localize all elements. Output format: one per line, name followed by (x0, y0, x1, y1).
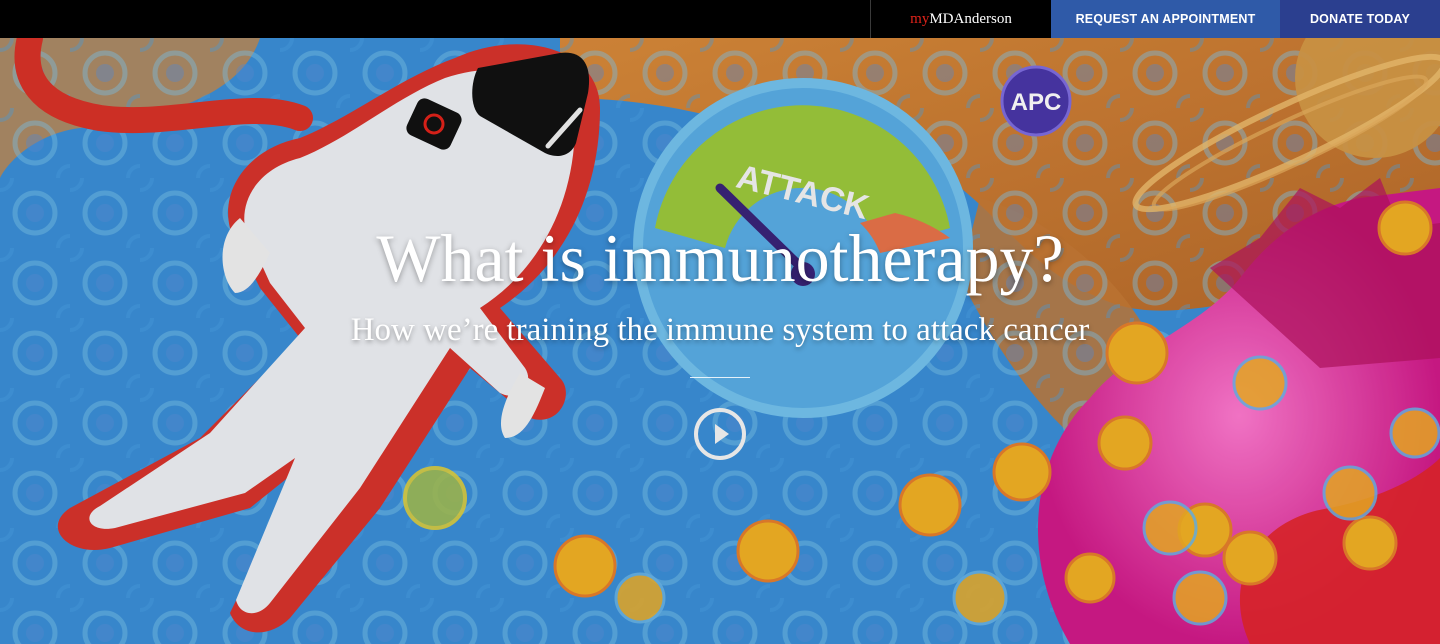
hero-illustration: ATTACK APC (0, 38, 1440, 644)
top-bar: my MDAnderson REQUEST AN APPOINTMENT DONA… (0, 0, 1440, 38)
apc-badge-text: APC (1011, 89, 1062, 116)
request-appointment-button[interactable]: REQUEST AN APPOINTMENT (1051, 0, 1280, 38)
hero-text-block: What is immunotherapy? How we’re trainin… (0, 38, 1440, 644)
mymdanderson-link[interactable]: my MDAnderson (870, 0, 1051, 38)
astronaut-illustration (57, 44, 600, 633)
portal-name: MDAnderson (929, 10, 1012, 27)
hero-banner: ATTACK APC What is immunotherapy? How we… (0, 38, 1440, 644)
title-divider (690, 377, 750, 378)
page-title: What is immunotherapy? (376, 220, 1064, 296)
attack-gauge: ATTACK (633, 78, 973, 418)
play-circle-icon[interactable] (693, 407, 747, 461)
page-subtitle: How we’re training the immune system to … (350, 312, 1090, 348)
apc-badge: APC (1000, 65, 1072, 137)
portal-prefix: my (910, 10, 930, 27)
donate-today-button[interactable]: DONATE TODAY (1280, 0, 1440, 38)
